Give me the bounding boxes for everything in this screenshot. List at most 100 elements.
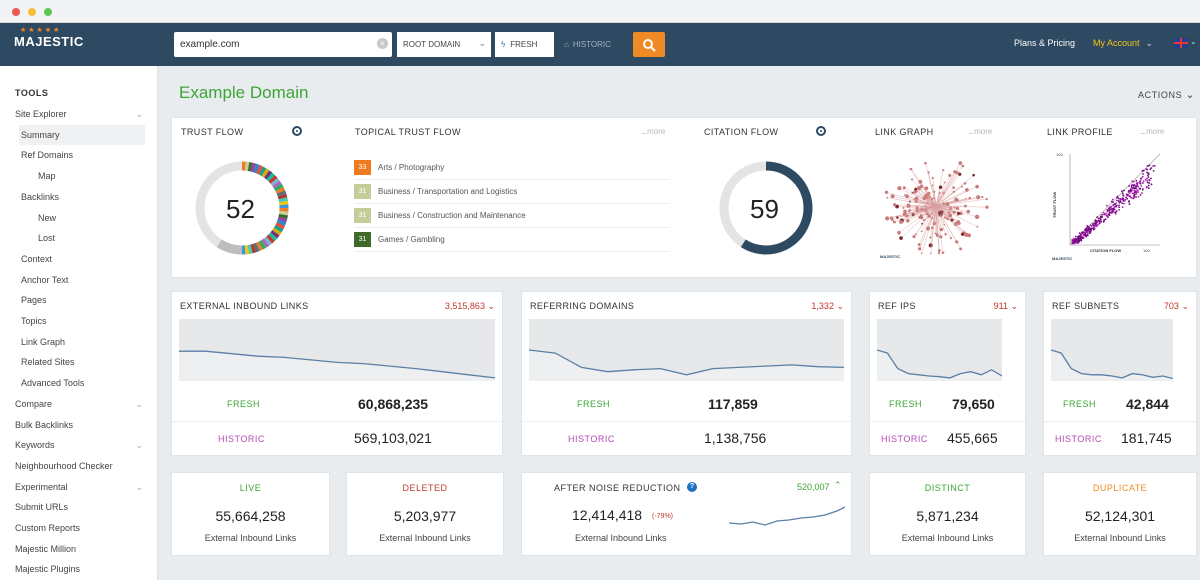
fresh-label: FRESH xyxy=(1063,399,1097,409)
stat-label: DUPLICATE xyxy=(1092,483,1148,493)
sidebar-item-context[interactable]: Context xyxy=(19,249,145,269)
link-profile-more-link[interactable]: more xyxy=(1140,127,1164,136)
link-profile-point xyxy=(1121,192,1124,195)
sidebar-item-majestic-plugins[interactable]: Majestic Plugins xyxy=(13,559,145,579)
actions-menu[interactable]: ACTIONS ⌄ xyxy=(1138,88,1195,101)
chevron-down-icon: ⌄ xyxy=(1190,37,1197,46)
link-graph-node xyxy=(899,236,903,240)
link-graph-edge xyxy=(924,198,937,207)
sidebar-item-custom-reports[interactable]: Custom Reports xyxy=(13,518,145,538)
minimize-window-dot[interactable] xyxy=(28,8,36,16)
link-graph-node xyxy=(929,252,932,255)
sidebar-item-topics[interactable]: Topics xyxy=(19,311,145,331)
link-graph-edge xyxy=(935,205,951,216)
citation-flow-donut[interactable] xyxy=(718,160,814,256)
sidebar-item-neighbourhood-checker[interactable]: Neighbourhood Checker xyxy=(13,456,145,476)
search-button[interactable] xyxy=(633,32,665,57)
link-profile-point xyxy=(1080,234,1082,236)
citation-flow-info-icon[interactable] xyxy=(816,126,826,136)
sidebar-item-bulk-backlinks[interactable]: Bulk Backlinks xyxy=(13,415,145,435)
metric-total-dropdown[interactable]: 1,332 xyxy=(811,301,844,312)
link-profile-point xyxy=(1137,195,1140,198)
chevron-up-icon[interactable]: ⌃ xyxy=(834,480,842,490)
sidebar-item-link-graph[interactable]: Link Graph xyxy=(19,332,145,352)
fresh-index-toggle[interactable]: ϟ FRESH xyxy=(495,32,554,57)
trust-flow-donut[interactable] xyxy=(194,160,290,256)
plans-pricing-link[interactable]: Plans & Pricing xyxy=(1014,38,1076,48)
chevron-down-icon[interactable]: ⌄ xyxy=(135,109,143,119)
sidebar-item-backlinks[interactable]: Backlinks xyxy=(19,187,145,207)
topical-category-row[interactable]: 31 Games / Gambling xyxy=(354,230,670,252)
topical-category-name: Arts / Photography xyxy=(378,163,445,172)
sidebar-item-summary[interactable]: Summary xyxy=(19,124,145,145)
sidebar-item-majestic-million[interactable]: Majestic Million xyxy=(13,539,145,559)
link-profile-point xyxy=(1146,181,1149,184)
topical-category-row[interactable]: 33 Arts / Photography xyxy=(354,158,670,180)
sidebar-item-related-sites[interactable]: Related Sites xyxy=(19,352,145,372)
divider xyxy=(172,421,502,422)
my-account-label: My Account xyxy=(1093,38,1140,48)
sidebar-item-site-explorer[interactable]: Site Explorer xyxy=(13,104,145,124)
link-graph-node xyxy=(952,190,955,193)
info-icon[interactable]: ? xyxy=(687,482,697,492)
chevron-down-icon[interactable]: ⌄ xyxy=(135,440,143,451)
sidebar-item-pages[interactable]: Pages xyxy=(19,290,145,310)
link-graph-edge xyxy=(887,197,937,207)
majestic-logo[interactable]: MAJESTIC xyxy=(14,34,84,49)
link-profile-point xyxy=(1137,189,1139,192)
metric-total-dropdown[interactable]: 703 xyxy=(1164,301,1189,312)
link-graph-edge xyxy=(919,205,937,245)
link-graph-node xyxy=(893,203,897,207)
link-profile-point xyxy=(1128,203,1131,205)
sidebar-item-ref-domains[interactable]: Ref Domains xyxy=(19,145,145,165)
chevron-down-icon[interactable]: ⌄ xyxy=(135,398,143,409)
link-profile-point xyxy=(1139,194,1142,196)
maximize-window-dot[interactable] xyxy=(44,8,52,16)
link-profile-plot[interactable] xyxy=(1048,148,1168,264)
sidebar-item-map[interactable]: Map xyxy=(36,166,145,186)
link-profile-point xyxy=(1071,239,1074,241)
sidebar-item-advanced-tools[interactable]: Advanced Tools xyxy=(19,373,145,393)
metric-total-dropdown[interactable]: 911 xyxy=(994,301,1018,312)
topical-more-link[interactable]: more xyxy=(641,127,665,136)
link-graph-edge xyxy=(919,205,937,218)
link-graph-edge xyxy=(935,205,952,239)
stat-total[interactable]: 520,007 xyxy=(797,482,830,492)
link-profile-point xyxy=(1095,225,1097,228)
topical-category-row[interactable]: 31 Business / Transportation and Logistic… xyxy=(354,182,670,204)
fresh-value: 42,844 xyxy=(1126,396,1169,412)
close-window-dot[interactable] xyxy=(12,8,20,16)
link-graph-edge xyxy=(923,205,937,221)
link-profile-point xyxy=(1081,231,1084,234)
link-profile-point xyxy=(1141,188,1144,190)
topical-category-row[interactable]: 31 Business / Construction and Maintenanc… xyxy=(354,206,670,228)
metric-total-dropdown[interactable]: 3,515,863 xyxy=(445,301,495,312)
link-graph-edge xyxy=(935,205,978,227)
link-graph-node xyxy=(955,206,960,211)
historic-index-toggle[interactable]: ⌂ HISTORIC xyxy=(562,32,628,57)
uk-flag-icon[interactable] xyxy=(1174,38,1188,48)
link-profile-point xyxy=(1135,179,1138,182)
link-graph-more-link[interactable]: more xyxy=(968,127,992,136)
sidebar-item-keywords[interactable]: Keywords xyxy=(13,435,145,455)
sidebar-item-lost[interactable]: Lost xyxy=(36,228,145,248)
link-profile-point xyxy=(1074,235,1077,238)
trust-flow-info-icon[interactable] xyxy=(292,126,302,136)
sidebar-item-anchor-text[interactable]: Anchor Text xyxy=(19,270,145,290)
sidebar-item-compare[interactable]: Compare xyxy=(13,394,145,414)
link-graph-image[interactable] xyxy=(878,150,996,262)
sidebar-item-new[interactable]: New xyxy=(36,208,145,228)
chevron-down-icon[interactable]: ⌄ xyxy=(135,481,143,492)
clear-search-icon[interactable]: × xyxy=(377,38,388,49)
historic-label: HISTORIC xyxy=(1055,434,1102,444)
link-graph-node xyxy=(955,240,959,244)
sidebar-item-experimental[interactable]: Experimental xyxy=(13,477,145,497)
sidebar-item-submit-urls[interactable]: Submit URLs xyxy=(13,497,145,517)
link-graph-node xyxy=(948,173,952,177)
my-account-menu[interactable]: My Account ⌄ xyxy=(1093,38,1153,49)
domain-search-input[interactable]: example.com × xyxy=(174,32,392,57)
metric-trend-area xyxy=(877,319,1002,378)
link-graph-node xyxy=(906,203,911,208)
scope-select[interactable]: ROOT DOMAIN ⌄ xyxy=(397,32,491,57)
link-profile-point xyxy=(1132,180,1135,183)
